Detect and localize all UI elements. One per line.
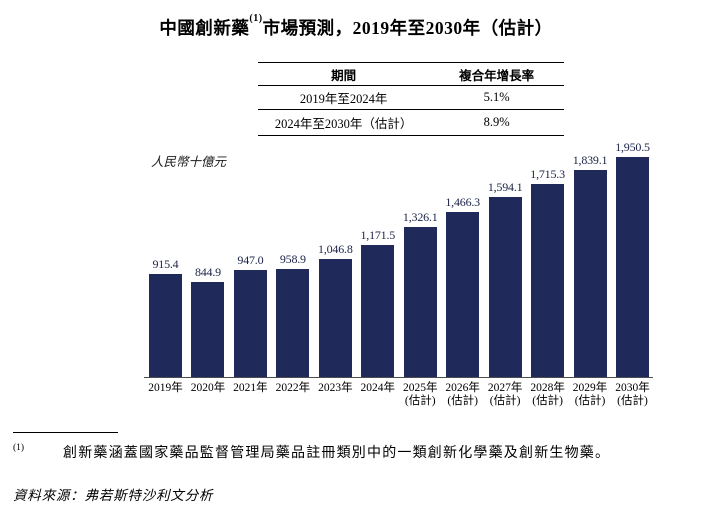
bar	[573, 170, 607, 377]
bar	[531, 184, 565, 377]
bar-value-label: 1,171.5	[360, 228, 396, 242]
x-axis-tick-labels: 2019年 2020年 2021年 2022年 2023年 2024年 2025年 (估計) 2…	[148, 382, 650, 412]
bar	[233, 270, 267, 377]
x-tick-label: 2030年 (估計)	[615, 382, 650, 412]
bar-value-label: 1,839.1	[572, 153, 608, 167]
x-tick-label: 2021年	[233, 382, 268, 412]
x-tick-label: 2027年 (估計)	[487, 382, 523, 412]
x-tick-label-text: 2024年	[360, 382, 396, 394]
bar-column: 915.4	[149, 257, 182, 377]
x-tick-label: 2019年	[148, 382, 183, 412]
bar-column: 1,839.1	[572, 153, 608, 377]
x-tick-label: 2028年 (估計)	[530, 382, 565, 412]
source-line: 資料來源：弗若斯特沙利文分析	[13, 488, 214, 503]
footnote-divider	[13, 432, 118, 433]
bar-column: 1,715.3	[530, 167, 565, 377]
footnote-marker: (1)	[13, 443, 25, 453]
x-tick-label-text: 2023年	[318, 382, 353, 394]
x-tick-label-text: 2025年 (估計)	[402, 382, 438, 407]
bar	[318, 259, 352, 377]
bar	[361, 245, 395, 377]
x-tick-label-text: 2020年	[190, 382, 226, 394]
x-tick-label-text: 2028年 (估計)	[530, 382, 565, 407]
bar	[276, 269, 310, 377]
bar-value-label: 1,326.1	[402, 210, 438, 224]
x-tick-label: 2022年	[275, 382, 311, 412]
bar-column: 958.9	[276, 252, 310, 377]
bar-column: 844.9	[191, 265, 225, 377]
bar-column: 947.0	[233, 253, 267, 377]
x-tick-label: 2023年	[318, 382, 353, 412]
bar	[615, 157, 649, 377]
bar-column: 1,466.3	[445, 195, 480, 377]
title-footnote-ref: (1)	[249, 13, 263, 25]
bar-column: 1,046.8	[318, 242, 353, 377]
bar-chart-plot-area: 915.4 844.9 947.0 958.9 1,046.8 1,171.5 1,326.…	[144, 140, 653, 378]
footnote-text: 創新藥涵蓋國家藥品監督管理局藥品註冊類別中的一類創新化學藥及創新生物藥。	[63, 446, 611, 461]
cagr-table-header-cagr: 複合年增長率	[459, 68, 535, 83]
x-tick-label-text: 2022年	[275, 382, 311, 394]
bar	[446, 212, 480, 377]
x-tick-label: 2026年 (估計)	[445, 382, 480, 412]
cagr-table-row: 2019年至2024年 5.1%	[258, 86, 564, 110]
title-suffix: 市場預測，2019年至2030年（估計）	[262, 18, 553, 38]
bar	[191, 282, 225, 377]
x-tick-label-text: 2021年	[233, 382, 268, 394]
cagr-table-row: 2024年至2030年（估計） 8.9%	[258, 110, 564, 135]
cagr-table-cagr-cell: 8.9%	[483, 115, 510, 129]
cagr-table: 期間 複合年增長率 2019年至2024年 5.1% 2024年至2030年（估…	[258, 62, 564, 136]
bar-column: 1,171.5	[360, 228, 396, 377]
title-prefix: 中國創新藥	[159, 18, 250, 38]
x-tick-label: 2025年 (估計)	[402, 382, 438, 412]
x-tick-label-text: 2026年 (估計)	[445, 382, 480, 407]
x-tick-label-text: 2027年 (估計)	[487, 382, 523, 407]
bar-value-label: 1,466.3	[445, 195, 480, 209]
cagr-table-period-cell: 2024年至2030年（估計）	[274, 117, 413, 131]
cagr-table-header-period: 期間	[331, 68, 357, 83]
bar	[403, 227, 437, 377]
bar-value-label: 958.9	[279, 252, 306, 266]
cagr-table-header-row: 期間 複合年增長率	[258, 63, 564, 86]
bar-chart: 915.4 844.9 947.0 958.9 1,046.8 1,171.5 1,326.…	[144, 140, 653, 412]
bar-column: 1,950.5	[615, 140, 650, 377]
page-title: 中國創新藥(1)市場預測，2019年至2030年（估計）	[0, 13, 712, 40]
bar-value-label: 915.4	[152, 257, 179, 271]
x-tick-label: 2029年 (估計)	[572, 382, 608, 412]
cagr-table-cagr-cell: 5.1%	[483, 90, 510, 104]
cagr-table-period-cell: 2019年至2024年	[299, 92, 388, 106]
y-axis-unit-label: 人民幣十億元	[151, 155, 227, 169]
bar-column: 1,326.1	[402, 210, 438, 377]
x-tick-label: 2024年	[360, 382, 396, 412]
x-tick-label-text: 2019年	[148, 382, 183, 394]
bar	[488, 197, 522, 377]
x-tick-label: 2020年	[190, 382, 226, 412]
x-tick-label-text: 2029年 (估計)	[572, 382, 608, 407]
bar-value-label: 1,950.5	[615, 140, 650, 154]
x-axis-line	[144, 377, 653, 378]
bar-column: 1,594.1	[487, 180, 523, 377]
bar-value-label: 1,715.3	[530, 167, 565, 181]
bar	[149, 274, 182, 377]
bar-value-label: 1,046.8	[318, 242, 353, 256]
bar-value-label: 947.0	[237, 253, 264, 267]
footnote: (1) 創新藥涵蓋國家藥品監督管理局藥品註冊類別中的一類創新化學藥及創新生物藥。	[13, 442, 703, 462]
bar-value-label: 844.9	[194, 265, 221, 279]
bar-value-label: 1,594.1	[487, 180, 523, 194]
x-tick-label-text: 2030年 (估計)	[615, 382, 650, 407]
